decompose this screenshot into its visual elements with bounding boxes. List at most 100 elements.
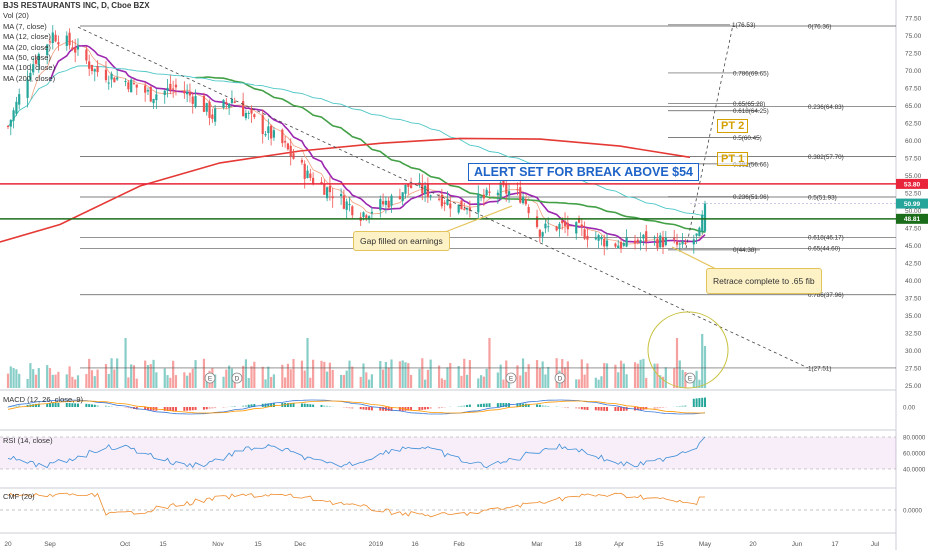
fib-level-label: 0.382(56.66) <box>733 161 769 168</box>
volume-bar <box>85 374 88 388</box>
macd-bar <box>485 403 488 407</box>
candle-body <box>642 234 645 239</box>
volume-bar <box>244 359 248 388</box>
macd-bar <box>194 407 197 410</box>
candle-body <box>398 196 401 200</box>
volume-bar <box>359 376 362 388</box>
indicator-ma50[interactable]: MA (50, close) <box>3 53 51 63</box>
candle-body <box>225 102 228 104</box>
symbol-title[interactable]: BJS RESTAURANTS INC, D, Cboe BZX <box>3 1 150 10</box>
volume-bar <box>46 365 49 388</box>
indicator-ma200[interactable]: MA (200, close) <box>3 73 56 83</box>
macd-bar <box>328 406 331 407</box>
candle-body <box>401 192 404 201</box>
volume-bar <box>367 379 371 388</box>
cmf-label[interactable]: CMF (20) <box>3 492 35 501</box>
macd-bar <box>286 403 289 407</box>
candle-body <box>379 199 382 211</box>
macd-bar <box>342 407 345 408</box>
candle-body <box>144 85 147 93</box>
pane-tick-label: 60.0000 <box>903 451 926 458</box>
y-tick-label: 50.00 <box>905 208 922 215</box>
macd-bar <box>208 407 211 409</box>
retrace-pointer <box>671 246 719 271</box>
y-tick-label: 60.00 <box>905 138 922 145</box>
volume-bar <box>390 359 393 388</box>
candle-body <box>340 193 343 197</box>
volume-bar <box>188 372 192 388</box>
macd-bar <box>603 407 606 411</box>
retrace-callout[interactable]: Retrace complete to .65 fib <box>706 268 822 294</box>
volume-bar <box>580 359 583 388</box>
macd-bar <box>622 407 625 411</box>
macd-bar <box>306 403 309 407</box>
volume-bar <box>261 366 264 388</box>
indicator-ma12[interactable]: MA (12, close) <box>3 32 51 42</box>
indicator-ma100[interactable]: MA (100, close) <box>3 63 56 73</box>
candle-body <box>387 200 390 208</box>
macd-bar <box>144 407 147 410</box>
volume-bar <box>292 359 295 388</box>
macd-bar <box>620 407 623 411</box>
volume-bar <box>407 363 410 388</box>
candle-body <box>155 94 158 101</box>
macd-bar <box>662 407 665 408</box>
macd-bar <box>253 404 256 407</box>
volume-bar <box>163 368 166 388</box>
alert-annotation[interactable]: ALERT SET FOR BREAK ABOVE $54 <box>468 163 700 181</box>
volume-bar <box>656 363 659 388</box>
indicator-ma7[interactable]: MA (7, close) <box>3 21 47 31</box>
macd-bar <box>74 403 77 407</box>
candle-body <box>519 187 522 203</box>
volume-bar <box>202 358 206 388</box>
candle-body <box>468 207 471 211</box>
volume-bar <box>76 375 80 388</box>
macd-bar <box>127 407 130 409</box>
macd-bar <box>704 397 706 407</box>
rsi-label[interactable]: RSI (14, close) <box>3 436 53 445</box>
macd-bar <box>438 407 441 409</box>
candle-body <box>272 130 276 138</box>
indicator-ma20[interactable]: MA (20, close) <box>3 42 51 52</box>
volume-bar <box>116 358 119 388</box>
candle-body <box>423 185 427 195</box>
macd-bar <box>692 398 695 407</box>
macd-bar <box>656 407 659 409</box>
indicator-vol[interactable]: Vol (20) <box>3 11 29 21</box>
volume-bar <box>340 374 343 388</box>
candle-body <box>46 44 49 56</box>
macd-bar <box>57 403 60 407</box>
macd-bar <box>163 407 166 411</box>
volume-bar <box>381 369 385 388</box>
y-tick-label: 75.00 <box>905 33 922 40</box>
candle-body <box>110 73 113 80</box>
volume-bar <box>303 370 306 388</box>
marker-letter: E <box>509 376 514 383</box>
candle-body <box>163 90 166 96</box>
pt1-annotation[interactable]: PT 1 <box>717 152 749 166</box>
downtrend-line <box>77 26 809 369</box>
pt2-annotation[interactable]: PT 2 <box>717 119 749 133</box>
volume-bar <box>365 372 368 388</box>
volume-bar <box>597 379 600 388</box>
volume-bar <box>222 376 225 388</box>
volume-bar <box>446 367 449 388</box>
volume-bar <box>695 370 698 388</box>
candle-body <box>208 101 211 118</box>
macd-bar <box>270 403 273 407</box>
macd-bar <box>578 407 581 409</box>
gap-callout[interactable]: Gap filled on earnings <box>353 231 450 251</box>
macd-bar <box>499 403 502 407</box>
macd-bar <box>547 405 550 407</box>
x-tick-label: Mar <box>531 541 543 548</box>
candle-body <box>6 125 10 127</box>
macd-bar <box>600 407 603 411</box>
candle-body <box>222 99 225 108</box>
candle-body <box>622 243 625 246</box>
y-tick-label: 62.50 <box>905 121 922 128</box>
volume-bar <box>18 373 21 388</box>
volume-bar <box>37 368 40 388</box>
volume-bar <box>331 369 334 388</box>
macd-label[interactable]: MACD (12, 26, close, 9) <box>3 395 84 404</box>
